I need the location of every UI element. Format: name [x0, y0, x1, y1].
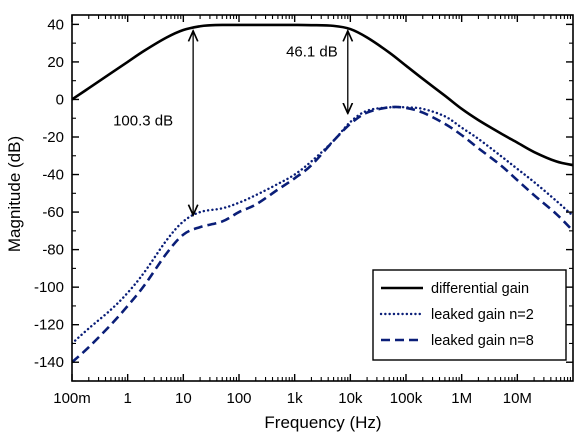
x-tick-label-2: 10 [175, 390, 192, 407]
x-axis-title: Frequency (Hz) [264, 413, 381, 432]
x-tick-label-5: 10k [338, 390, 363, 407]
y-tick-label-0: 40 [47, 16, 64, 33]
series-line-1 [72, 105, 573, 345]
plot-frame [71, 14, 574, 382]
series-layer [72, 23, 573, 364]
x-tick-label-8: 10M [503, 390, 532, 407]
y-axis-title: Magnitude (dB) [5, 136, 24, 252]
axes-layer: 40 20 0 -20 -40 -60 -80 -100 -120 -140 100m 1 10 100 1… [34, 14, 574, 407]
x-tick-label-0: 100m [53, 390, 91, 407]
legend-label-0: differential gain [431, 281, 529, 297]
y-tick-label-2: 0 [56, 91, 64, 108]
legend-label-2: leaked gain n=8 [431, 333, 534, 349]
y-tick-label-6: -80 [42, 242, 64, 259]
legend: differential gain leaked gain n=2 leaked g… [372, 269, 567, 361]
y-tick-label-9: -140 [34, 354, 64, 371]
y-tick-label-5: -60 [42, 204, 64, 221]
series-line-0 [72, 23, 573, 167]
y-tick-label-1: 20 [47, 54, 64, 71]
y-tick-label-3: -20 [42, 129, 64, 146]
y-tick-label-7: -100 [34, 279, 64, 296]
y-tick-label-8: -120 [34, 317, 64, 334]
annotation-label-0: 100.3 dB [113, 113, 173, 130]
x-tick-label-7: 1M [451, 390, 472, 407]
x-tick-label-4: 1k [287, 390, 303, 407]
annotation-layer: 100.3 dB 46.1 dB [113, 31, 348, 215]
y-tick-label-4: -40 [42, 167, 64, 184]
annotation-label-1: 46.1 dB [286, 43, 338, 60]
x-tick-label-6: 100k [390, 390, 423, 407]
legend-box [372, 269, 567, 361]
x-tick-label-1: 1 [123, 390, 131, 407]
x-tick-label-3: 100 [226, 390, 251, 407]
legend-label-1: leaked gain n=2 [431, 307, 534, 323]
